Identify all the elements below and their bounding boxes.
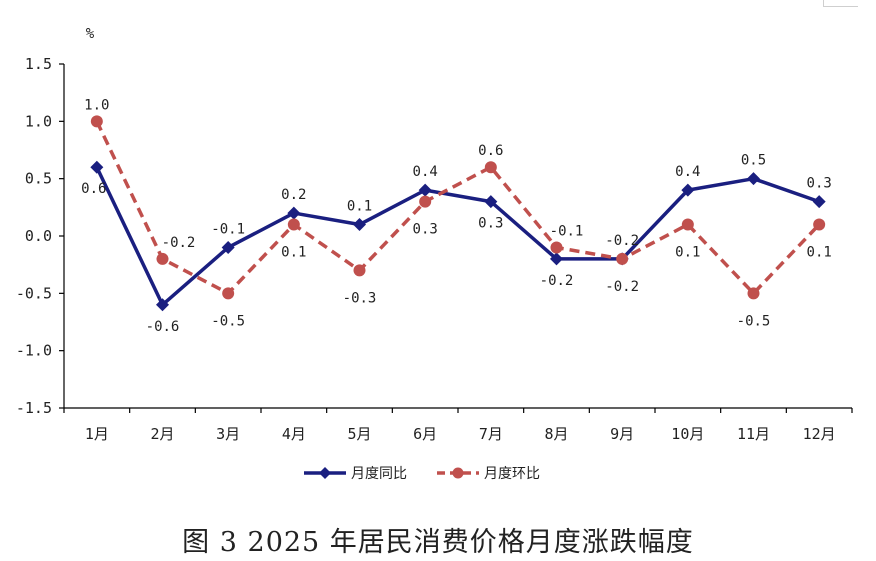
data-label-1: 0.2 — [281, 187, 306, 203]
data-label-2: -0.5 — [737, 313, 771, 329]
x-tick-label: 6月 — [413, 425, 437, 443]
data-label-1: -0.2 — [540, 273, 574, 289]
data-label-1: 0.1 — [347, 199, 372, 215]
data-label-2: 0.1 — [281, 245, 306, 261]
y-tick-label: -0.5 — [16, 284, 52, 302]
x-tick-label: 10月 — [671, 425, 704, 443]
data-label-2: -0.2 — [605, 279, 639, 295]
data-point-1 — [747, 172, 760, 186]
y-tick-label: 1.5 — [25, 55, 52, 73]
data-point-2 — [550, 241, 563, 254]
x-tick-label: 7月 — [479, 425, 503, 443]
data-point-1 — [550, 252, 563, 266]
series-line-2 — [95, 120, 821, 296]
data-label-2: 0.6 — [478, 143, 503, 159]
data-label-1: 0.4 — [413, 164, 438, 180]
data-point-2 — [616, 252, 629, 265]
data-label-1: 0.3 — [478, 216, 503, 232]
data-point-2 — [747, 287, 760, 300]
data-point-1 — [156, 298, 169, 312]
data-label-2: 0.1 — [807, 245, 832, 261]
data-label-1: 0.4 — [675, 164, 700, 180]
data-point-2 — [681, 218, 694, 231]
data-label-1: -0.6 — [146, 319, 180, 335]
data-label-2: 0.1 — [675, 245, 700, 261]
data-label-2: -0.2 — [162, 235, 196, 251]
data-point-2 — [484, 161, 497, 174]
data-point-2 — [353, 264, 366, 277]
data-label-2: 0.3 — [413, 222, 438, 238]
x-tick-label: 12月 — [803, 425, 836, 443]
data-point-2 — [813, 218, 826, 231]
legend-label-2: 月度环比 — [484, 466, 540, 482]
data-label-1: 0.3 — [807, 176, 832, 192]
series-line-1 — [95, 166, 820, 307]
data-point-1 — [221, 240, 235, 254]
y-unit-label: % — [86, 26, 95, 42]
y-tick-label: -1.0 — [16, 342, 52, 360]
x-tick-label: 1月 — [85, 425, 109, 443]
legend-marker-1 — [319, 467, 331, 479]
data-point-2 — [90, 115, 103, 128]
data-point-1 — [484, 195, 498, 209]
data-point-2 — [419, 195, 432, 208]
x-tick-label: 5月 — [347, 425, 371, 443]
corner-mark — [823, 0, 858, 7]
data-label-1: -0.1 — [211, 221, 245, 237]
data-point-1 — [812, 195, 826, 209]
data-label-1: -0.2 — [605, 233, 639, 249]
data-point-2 — [222, 287, 235, 300]
data-point-2 — [156, 252, 169, 265]
legend-marker-2 — [452, 467, 464, 479]
line-chart: % 1.5 1.0 0.5 0.0 -0.5 -1.0 -1.5 1月 2月 3月 4月 5月 6月 7月 8… — [16, 26, 853, 482]
data-point-1 — [353, 218, 366, 232]
data-point-2 — [287, 218, 300, 231]
data-label-2: 1.0 — [84, 97, 109, 113]
data-point-1 — [287, 206, 301, 220]
data-point-1 — [418, 183, 432, 197]
x-tick-label: 4月 — [282, 425, 306, 443]
y-tick-label: 1.0 — [25, 112, 52, 130]
legend-label-1: 月度同比 — [351, 466, 407, 482]
x-tick-label: 2月 — [150, 425, 174, 443]
data-label-2: -0.3 — [343, 290, 377, 306]
x-tick-label: 3月 — [216, 425, 240, 443]
data-label-1: 0.6 — [81, 181, 106, 197]
y-tick-label: -1.5 — [16, 399, 52, 417]
data-point-1 — [681, 183, 695, 197]
data-point-1 — [90, 160, 104, 174]
y-tick-label: 0.0 — [25, 227, 52, 245]
data-label-1: 0.5 — [741, 153, 766, 169]
figure-caption: 图 3 2025 年居民消费价格月度涨跌幅度 — [182, 527, 694, 558]
x-tick-label: 9月 — [610, 425, 634, 443]
data-label-2: -0.5 — [211, 313, 245, 329]
data-label-2: -0.1 — [550, 223, 584, 239]
y-tick-label: 0.5 — [25, 170, 52, 188]
x-tick-label: 11月 — [737, 425, 770, 443]
x-tick-label: 8月 — [544, 425, 568, 443]
